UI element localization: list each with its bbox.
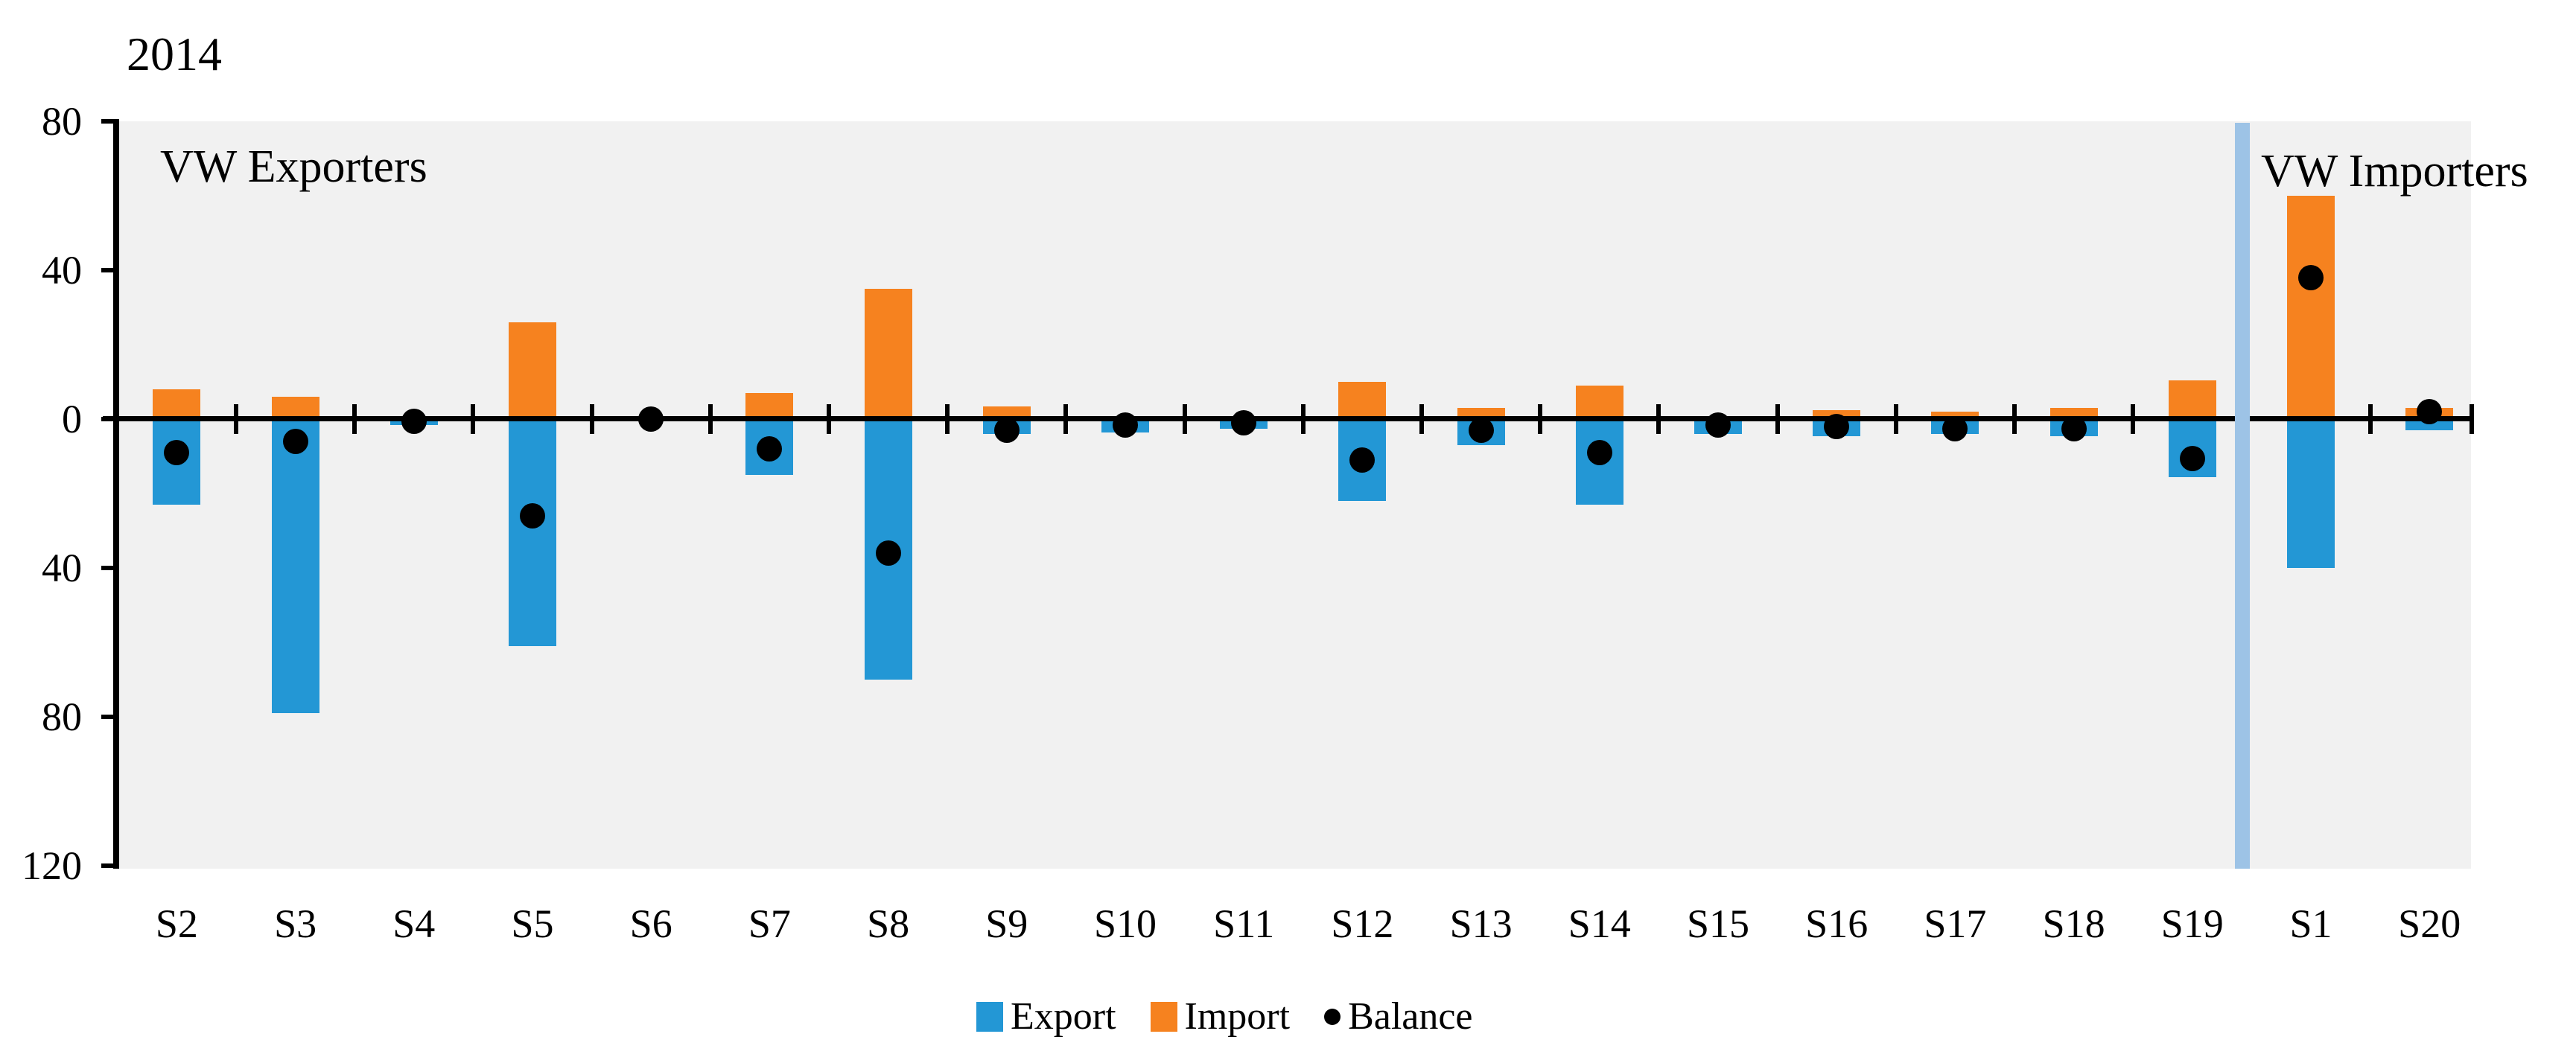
- x-label-S3: S3: [274, 901, 317, 946]
- region-label-importers: VW Importers: [2261, 146, 2528, 197]
- plot-area: [119, 121, 2471, 869]
- y-tick-mark: [101, 863, 119, 868]
- import-bar-S9: [982, 406, 1031, 419]
- x-label-S7: S7: [748, 901, 791, 946]
- balance-dot-S5: [520, 503, 545, 529]
- balance-dot-S10: [1113, 412, 1138, 438]
- legend-item-balance: Balance: [1324, 995, 1473, 1038]
- import-bar-S8: [864, 289, 912, 419]
- balance-dot-S9: [993, 418, 1020, 443]
- legend-label: Import: [1184, 995, 1291, 1038]
- x-label-S19: S19: [2160, 901, 2224, 946]
- y-tick-label: 120: [22, 843, 82, 888]
- balance-dot-S4: [401, 408, 427, 434]
- import-bar-S7: [745, 393, 794, 419]
- x-label-S8: S8: [867, 901, 910, 946]
- balance-dot-S1: [2298, 265, 2324, 290]
- import-bar-S17: [1931, 412, 1979, 419]
- legend: Export Import Balance: [976, 996, 1473, 1038]
- balance-dot-S16: [1824, 414, 1850, 439]
- legend-item-import: Import: [1150, 995, 1291, 1038]
- balance-dot-S11: [1231, 410, 1257, 435]
- x-label-S6: S6: [629, 901, 672, 946]
- legend-label: Balance: [1348, 995, 1473, 1038]
- export-bar-S3: [271, 419, 319, 713]
- legend-import-swatch-icon: [1150, 1002, 1177, 1032]
- x-label-S4: S4: [392, 901, 436, 946]
- balance-dot-S18: [2061, 415, 2087, 441]
- import-bar-S2: [153, 389, 201, 419]
- x-label-S2: S2: [155, 901, 198, 946]
- import-bar-S3: [271, 397, 319, 419]
- y-tick-label: 40: [42, 248, 82, 293]
- balance-dot-S20: [2417, 399, 2443, 424]
- import-bar-S5: [509, 322, 556, 419]
- balance-dot-S13: [1468, 418, 1494, 443]
- region-label-exporters: VW Exporters: [160, 141, 427, 192]
- import-bar-S19: [2168, 380, 2216, 419]
- x-label-S5: S5: [511, 901, 554, 946]
- balance-dot-S15: [1705, 412, 1731, 438]
- x-label-S17: S17: [1924, 901, 1987, 946]
- import-bar-S12: [1338, 382, 1387, 419]
- legend-balance-dot-icon: [1324, 1009, 1341, 1025]
- x-label-S1: S1: [2289, 901, 2332, 946]
- export-bar-S20: [2405, 419, 2454, 430]
- balance-dot-S3: [282, 429, 308, 454]
- legend-export-swatch-icon: [976, 1002, 1003, 1032]
- y-tick-label: 0: [62, 397, 82, 441]
- y-tick-mark: [101, 715, 119, 719]
- x-label-S16: S16: [1805, 901, 1869, 946]
- balance-dot-S19: [2179, 445, 2205, 471]
- export-bar-S1: [2287, 419, 2335, 568]
- balance-dot-S14: [1586, 440, 1612, 465]
- y-tick-mark: [101, 268, 119, 272]
- y-axis-line: [113, 121, 119, 869]
- x-label-S11: S11: [1213, 901, 1275, 946]
- balance-dot-S7: [757, 436, 783, 462]
- legend-item-export: Export: [976, 996, 1116, 1038]
- y-tick-mark: [101, 566, 119, 570]
- x-axis-zero-line: [103, 416, 2474, 421]
- import-bar-S14: [1575, 386, 1623, 419]
- import-bar-S1: [2287, 196, 2335, 419]
- y-tick-label: 40: [42, 546, 82, 590]
- balance-dot-S2: [164, 440, 190, 465]
- x-label-S9: S9: [985, 901, 1028, 946]
- y-tick-label: 80: [42, 99, 82, 144]
- export-bar-S5: [509, 419, 556, 646]
- group-separator-band: [2235, 123, 2250, 869]
- x-label-S18: S18: [2042, 901, 2105, 946]
- balance-dot-S17: [1942, 415, 1968, 441]
- balance-dot-S6: [638, 406, 664, 432]
- y-tick-mark: [101, 119, 119, 124]
- x-label-S10: S10: [1093, 901, 1157, 946]
- y-tick-label: 80: [42, 695, 82, 739]
- x-label-S13: S13: [1449, 901, 1513, 946]
- balance-dot-S8: [875, 540, 901, 566]
- chart-title: 2014: [127, 28, 222, 80]
- x-label-S15: S15: [1686, 901, 1750, 946]
- x-label-S14: S14: [1568, 901, 1631, 946]
- x-label-S20: S20: [2398, 901, 2461, 946]
- legend-label: Export: [1011, 995, 1116, 1038]
- x-label-S12: S12: [1331, 901, 1394, 946]
- balance-dot-S12: [1349, 447, 1376, 473]
